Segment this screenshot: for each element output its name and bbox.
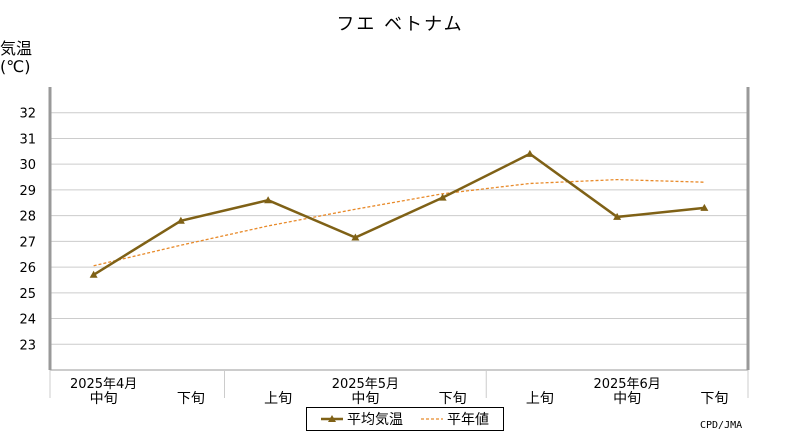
data-point-average (176, 216, 185, 224)
legend: 平均気温 平年値 (306, 407, 504, 431)
data-point-average (613, 212, 622, 220)
y-tick-label: 24 (19, 313, 36, 328)
x-month-label: 2025年6月 (593, 377, 660, 392)
y-tick-label: 30 (19, 158, 36, 173)
series-line-average (92, 152, 705, 276)
y-tick-label: 29 (19, 184, 36, 199)
data-point-average (700, 203, 709, 211)
y-tick-labels: 23 24 25 26 27 28 29 30 31 32 (19, 107, 36, 354)
y-tick-label: 27 (19, 235, 36, 250)
data-point-average (438, 193, 447, 201)
x-tick-label: 下旬 (177, 391, 205, 407)
x-tick-label: 上旬 (264, 391, 292, 407)
legend-label-normal: 平年値 (447, 412, 489, 428)
plot-area (50, 87, 748, 370)
y-tick-label: 26 (19, 261, 36, 276)
legend-item-normal: 平年値 (421, 409, 489, 429)
data-point-average (264, 196, 273, 204)
legend-item-average: 平均気温 (321, 409, 403, 429)
x-month-label: 2025年5月 (332, 377, 399, 392)
legend-marker-normal (421, 418, 443, 420)
x-tick-label: 下旬 (439, 391, 467, 407)
data-point-average (351, 233, 360, 241)
x-tick-label: 中旬 (90, 391, 118, 407)
data-point-average (525, 149, 534, 157)
series-group (89, 149, 709, 278)
series-line-normal (93, 178, 705, 267)
y-tick-label: 25 (19, 287, 36, 302)
chart-title: フエ ベトナム (336, 14, 464, 35)
x-tick-label: 中旬 (351, 391, 379, 407)
legend-label-average: 平均気温 (347, 412, 403, 428)
y-tick-label: 28 (19, 210, 36, 225)
x-tick-label: 上旬 (526, 391, 554, 407)
credit-text: CPD/JMA (700, 420, 743, 431)
x-tick-label: 中旬 (613, 391, 641, 407)
grid-lines (50, 87, 748, 370)
y-tick-label: 23 (19, 338, 36, 353)
y-axis-label-line1: 気温 (0, 39, 33, 58)
x-tick-label: 下旬 (700, 391, 728, 407)
axes (48, 87, 750, 398)
y-axis-label: 気温 (℃) (0, 40, 32, 76)
y-tick-label: 31 (19, 132, 36, 147)
data-point-average (89, 270, 98, 278)
legend-marker-average (321, 415, 343, 422)
y-axis-label-line2: (℃) (0, 57, 31, 76)
y-tick-label: 32 (19, 107, 36, 122)
x-month-label: 2025年4月 (70, 377, 137, 392)
